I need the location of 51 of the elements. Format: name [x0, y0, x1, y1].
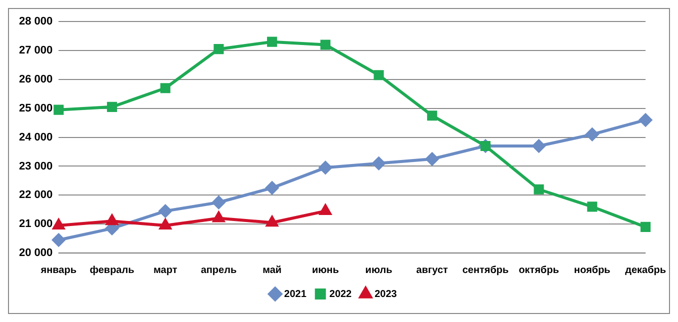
y-tick-label: 26 000: [18, 73, 53, 86]
x-tick-label: июнь: [312, 264, 339, 276]
y-tick-label: 23 000: [18, 160, 53, 172]
y-tick-label: 20 000: [18, 247, 53, 260]
x-tick-label: март: [154, 264, 178, 276]
x-tick-label: октябрь: [518, 264, 559, 276]
point: [427, 110, 438, 121]
x-tick-label: апрель: [200, 264, 237, 276]
point: [160, 83, 170, 94]
point: [52, 233, 66, 246]
y-tick-label: 27 000: [18, 44, 53, 57]
point: [426, 152, 439, 166]
point: [266, 216, 278, 227]
legend-label: 2021: [284, 288, 307, 300]
point: [587, 202, 598, 212]
point: [106, 214, 118, 226]
y-tick-label: 25 000: [18, 102, 53, 114]
point: [214, 44, 224, 54]
x-tick-label: ноябрь: [574, 264, 610, 276]
x-tick-label: июль: [365, 264, 392, 276]
point: [534, 184, 544, 194]
point: [52, 219, 64, 230]
x-tick-label: февраль: [90, 264, 134, 276]
y-tick-label: 22 000: [18, 189, 53, 202]
point: [318, 161, 332, 174]
point: [320, 40, 330, 50]
point: [586, 128, 599, 141]
point: [158, 204, 172, 218]
point: [372, 156, 386, 170]
point: [532, 139, 546, 152]
x-tick-label: август: [416, 264, 448, 276]
point: [639, 113, 652, 126]
point: [640, 222, 651, 232]
y-tick-label: 28 000: [18, 16, 53, 28]
point: [374, 70, 384, 80]
y-tick-label: 24 000: [18, 131, 53, 144]
x-tick-label: сентябрь: [462, 264, 509, 276]
x-tick-label: декабрь: [625, 264, 666, 276]
x-tick-label: май: [262, 264, 282, 276]
point: [267, 36, 278, 47]
point: [106, 102, 118, 112]
legend-label: 2023: [374, 288, 398, 300]
legend-label: 2022: [329, 288, 352, 300]
x-tick-label: январь: [40, 264, 77, 276]
y-tick-label: 21 000: [18, 218, 53, 230]
point: [266, 181, 279, 194]
point: [212, 212, 225, 222]
point: [54, 104, 64, 115]
point: [212, 196, 226, 209]
point: [160, 219, 172, 230]
point: [320, 204, 332, 216]
